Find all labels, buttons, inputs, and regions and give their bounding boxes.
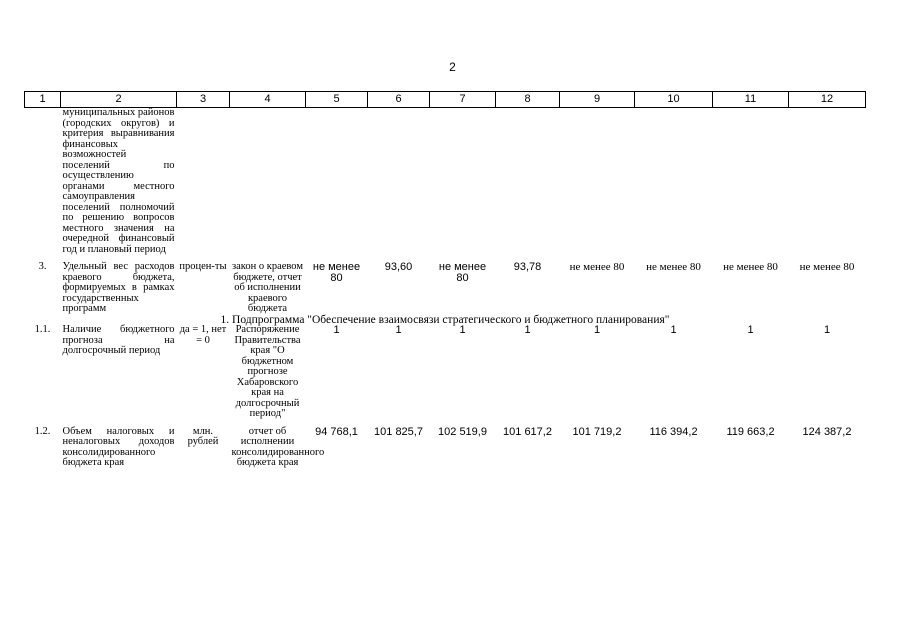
column-number-header: 1 2 3 4 5 6 7 8 9 10 11 12 [24, 91, 866, 108]
subprogram-row: 1. Подпрограмма "Обеспечение взаимосвязи… [25, 313, 866, 326]
value-col7: 1 [459, 324, 466, 336]
column-header: 10 [634, 91, 713, 108]
source: отчет об исполнении консолидированного б… [231, 425, 325, 468]
column-header: 9 [559, 91, 635, 108]
value-col6: 1 [395, 324, 402, 336]
value-col5: не менее 80 [312, 261, 361, 284]
column-header: 5 [305, 91, 368, 108]
table-row: 3. Удельный вес расходов краевого бюджет… [25, 255, 866, 315]
indicator-name: муниципальных районов (городских округов… [62, 107, 175, 255]
column-header: 7 [429, 91, 496, 108]
value-col8: 1 [524, 324, 531, 336]
unit: процен-ты [179, 261, 227, 272]
value-col12: 1 [823, 324, 831, 336]
column-header: 2 [60, 91, 177, 108]
unit: да = 1, нет = 0 [179, 324, 227, 346]
indicator-name: Удельный вес расходов краевого бюджета, … [62, 261, 175, 314]
value-col10: 1 [670, 324, 677, 336]
value-col12: 124 387,2 [802, 425, 852, 438]
value-col10: не менее 80 [646, 261, 701, 273]
value-col11: не менее 80 [723, 261, 778, 273]
value-col8: 93,78 [513, 261, 542, 273]
value-col9: 101 719,2 [572, 425, 622, 438]
value-col12: не менее 80 [799, 261, 855, 273]
column-header: 8 [495, 91, 560, 108]
indicators-table: 1 2 3 4 5 6 7 8 9 10 11 12 муниципальных… [24, 91, 866, 469]
source: Распоряжение Правительства края "О бюдже… [234, 324, 301, 419]
column-header: 6 [367, 91, 430, 108]
column-header: 11 [712, 91, 789, 108]
column-header: 3 [176, 91, 230, 108]
value-col6: 101 825,7 [374, 425, 423, 438]
value-col7: не менее 80 [438, 261, 487, 284]
indicator-name: Объем налоговых и неналоговых доходов ко… [62, 425, 175, 468]
value-col9: 1 [593, 324, 601, 336]
value-col11: 119 663,2 [726, 425, 775, 438]
value-col9: не менее 80 [569, 261, 625, 273]
row-number: 1.2. [34, 425, 51, 437]
value-col11: 1 [747, 324, 754, 336]
column-header: 12 [788, 91, 866, 108]
table-row-continuation: муниципальных районов (городских округов… [25, 107, 866, 256]
table-row: 1.1. Наличие бюджетного прогноза на долг… [25, 324, 866, 420]
page-number: 2 [449, 60, 456, 74]
row-number: 3. [38, 261, 47, 272]
indicator-name: Наличие бюджетного прогноза на долгосроч… [62, 324, 175, 356]
source: закон о краевом бюджете, отчет об исполн… [232, 261, 303, 314]
value-col5: 1 [333, 324, 340, 336]
subprogram-title: 1. Подпрограмма "Обеспечение взаимосвязи… [220, 313, 670, 326]
unit: млн. рублей [187, 425, 219, 447]
value-col7: 102 519,9 [438, 425, 487, 438]
column-header: 4 [229, 91, 306, 108]
column-header: 1 [24, 91, 61, 108]
table-row: 1.2. Объем налоговых и неналоговых доход… [25, 420, 866, 469]
value-col6: 93,60 [384, 261, 413, 273]
value-col5: 94 768,1 [315, 425, 358, 438]
value-col10: 116 394,2 [649, 425, 698, 438]
value-col8: 101 617,2 [503, 425, 552, 438]
row-number: 1.1. [34, 324, 51, 335]
